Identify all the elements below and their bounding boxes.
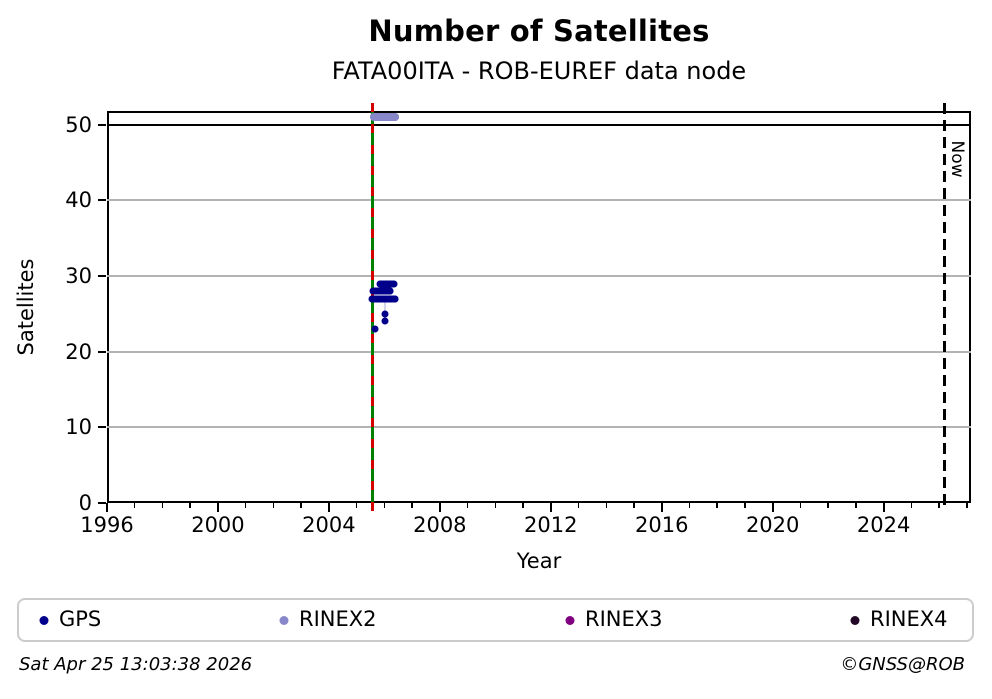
x-minor-tick-2021 — [799, 503, 802, 508]
x-minor-tick-2013 — [577, 503, 580, 508]
x-minor-tick-2005 — [355, 503, 358, 508]
x-tick-label-2016: 2016 — [635, 513, 689, 537]
legend: GPS RINEX2 RINEX3 RINEX4 — [17, 598, 974, 642]
gridline-y-30 — [107, 274, 971, 277]
x-minor-tick-2019 — [744, 503, 746, 508]
x-minor-tick-2011 — [522, 503, 524, 508]
x-axis-label: Year — [516, 549, 562, 573]
x-tick-label-2020: 2020 — [745, 513, 800, 537]
x-minor-tick-2015 — [633, 503, 635, 508]
x-tick-1996 — [106, 503, 108, 512]
x-minor-tick-2001 — [244, 503, 247, 508]
x-minor-tick-2007 — [411, 503, 413, 508]
chart-title: Number of Satellites — [368, 14, 710, 48]
x-tick-label-2008: 2008 — [413, 513, 467, 537]
x-tick-label-2004: 2004 — [302, 513, 356, 537]
legend-label-rinex3: RINEX3 — [585, 607, 663, 631]
y-tick-10 — [98, 426, 106, 429]
x-tick-2008 — [438, 503, 441, 512]
x-tick-label-2024: 2024 — [856, 513, 911, 537]
gps-data-point — [386, 287, 394, 295]
x-minor-tick-2014 — [605, 503, 607, 508]
gridline-y-40 — [107, 199, 971, 202]
x-tick-2016 — [660, 503, 663, 512]
gps-data-point — [371, 325, 379, 333]
x-tick-2020 — [771, 503, 774, 512]
rinex2-data-point — [391, 113, 400, 122]
y-tick-label-40: 40 — [65, 188, 92, 213]
x-tick-label-2000: 2000 — [191, 513, 245, 537]
y-tick-40 — [98, 199, 106, 202]
x-minor-tick-1997 — [133, 503, 136, 508]
gps-data-point — [390, 280, 398, 288]
gps-data-point — [391, 295, 399, 303]
chart-subtitle: FATA00ITA - ROB-EUREF data node — [331, 57, 747, 85]
x-minor-tick-2026 — [938, 503, 940, 508]
max-satellites-line — [107, 123, 971, 126]
gridline-y-10 — [107, 426, 971, 429]
x-tick-2004 — [327, 503, 330, 512]
x-minor-tick-2017 — [688, 503, 691, 508]
legend-label-rinex4: RINEX4 — [870, 607, 948, 631]
x-tick-2024 — [882, 503, 885, 512]
x-minor-tick-2009 — [466, 503, 469, 508]
x-minor-tick-2025 — [910, 503, 913, 508]
gridline-y-20 — [107, 350, 971, 353]
y-tick-label-0: 0 — [78, 491, 92, 515]
plot-timestamp: Sat Apr 25 13:03:38 2026 — [19, 654, 253, 675]
x-minor-tick-2027 — [966, 503, 968, 508]
y-tick-30 — [98, 274, 106, 277]
rinex3-legend-marker-icon — [565, 615, 575, 625]
x-minor-tick-2010 — [494, 503, 497, 508]
now-marker-line — [943, 103, 946, 511]
gps-data-point — [381, 317, 389, 325]
copyright-credit: ©GNSS@ROB — [840, 654, 965, 675]
x-minor-tick-2002 — [272, 503, 275, 508]
plot-area — [107, 111, 971, 503]
x-minor-tick-2018 — [716, 503, 718, 508]
x-minor-tick-1999 — [189, 503, 191, 508]
y-tick-0 — [98, 502, 106, 504]
rinex4-legend-marker-icon — [850, 615, 860, 625]
x-tick-label-2012: 2012 — [524, 513, 578, 537]
y-tick-50 — [98, 123, 106, 126]
y-axis-label: Satellites — [14, 258, 38, 356]
gps-data-point — [381, 310, 389, 318]
gps-legend-marker-icon — [39, 615, 49, 625]
rinex2-legend-marker-icon — [279, 615, 289, 625]
x-tick-2000 — [216, 503, 219, 512]
y-tick-label-30: 30 — [65, 263, 92, 288]
legend-label-rinex2: RINEX2 — [299, 607, 377, 631]
x-tick-label-1996: 1996 — [80, 513, 134, 537]
x-tick-2012 — [549, 503, 552, 512]
y-tick-label-50: 50 — [65, 112, 92, 137]
gridlines-layer — [107, 111, 971, 503]
legend-label-gps: GPS — [59, 607, 102, 631]
x-minor-tick-2022 — [827, 503, 829, 508]
x-minor-tick-1998 — [161, 503, 164, 508]
data-points-layer — [107, 111, 971, 503]
x-minor-tick-2006 — [383, 503, 386, 508]
x-minor-tick-2003 — [300, 503, 302, 508]
gps-connector-line — [383, 298, 386, 322]
installation-marker-line — [370, 103, 374, 511]
y-tick-20 — [98, 350, 106, 353]
y-tick-label-20: 20 — [65, 339, 92, 364]
x-minor-tick-2023 — [855, 503, 857, 508]
y-tick-label-10: 10 — [65, 415, 92, 440]
